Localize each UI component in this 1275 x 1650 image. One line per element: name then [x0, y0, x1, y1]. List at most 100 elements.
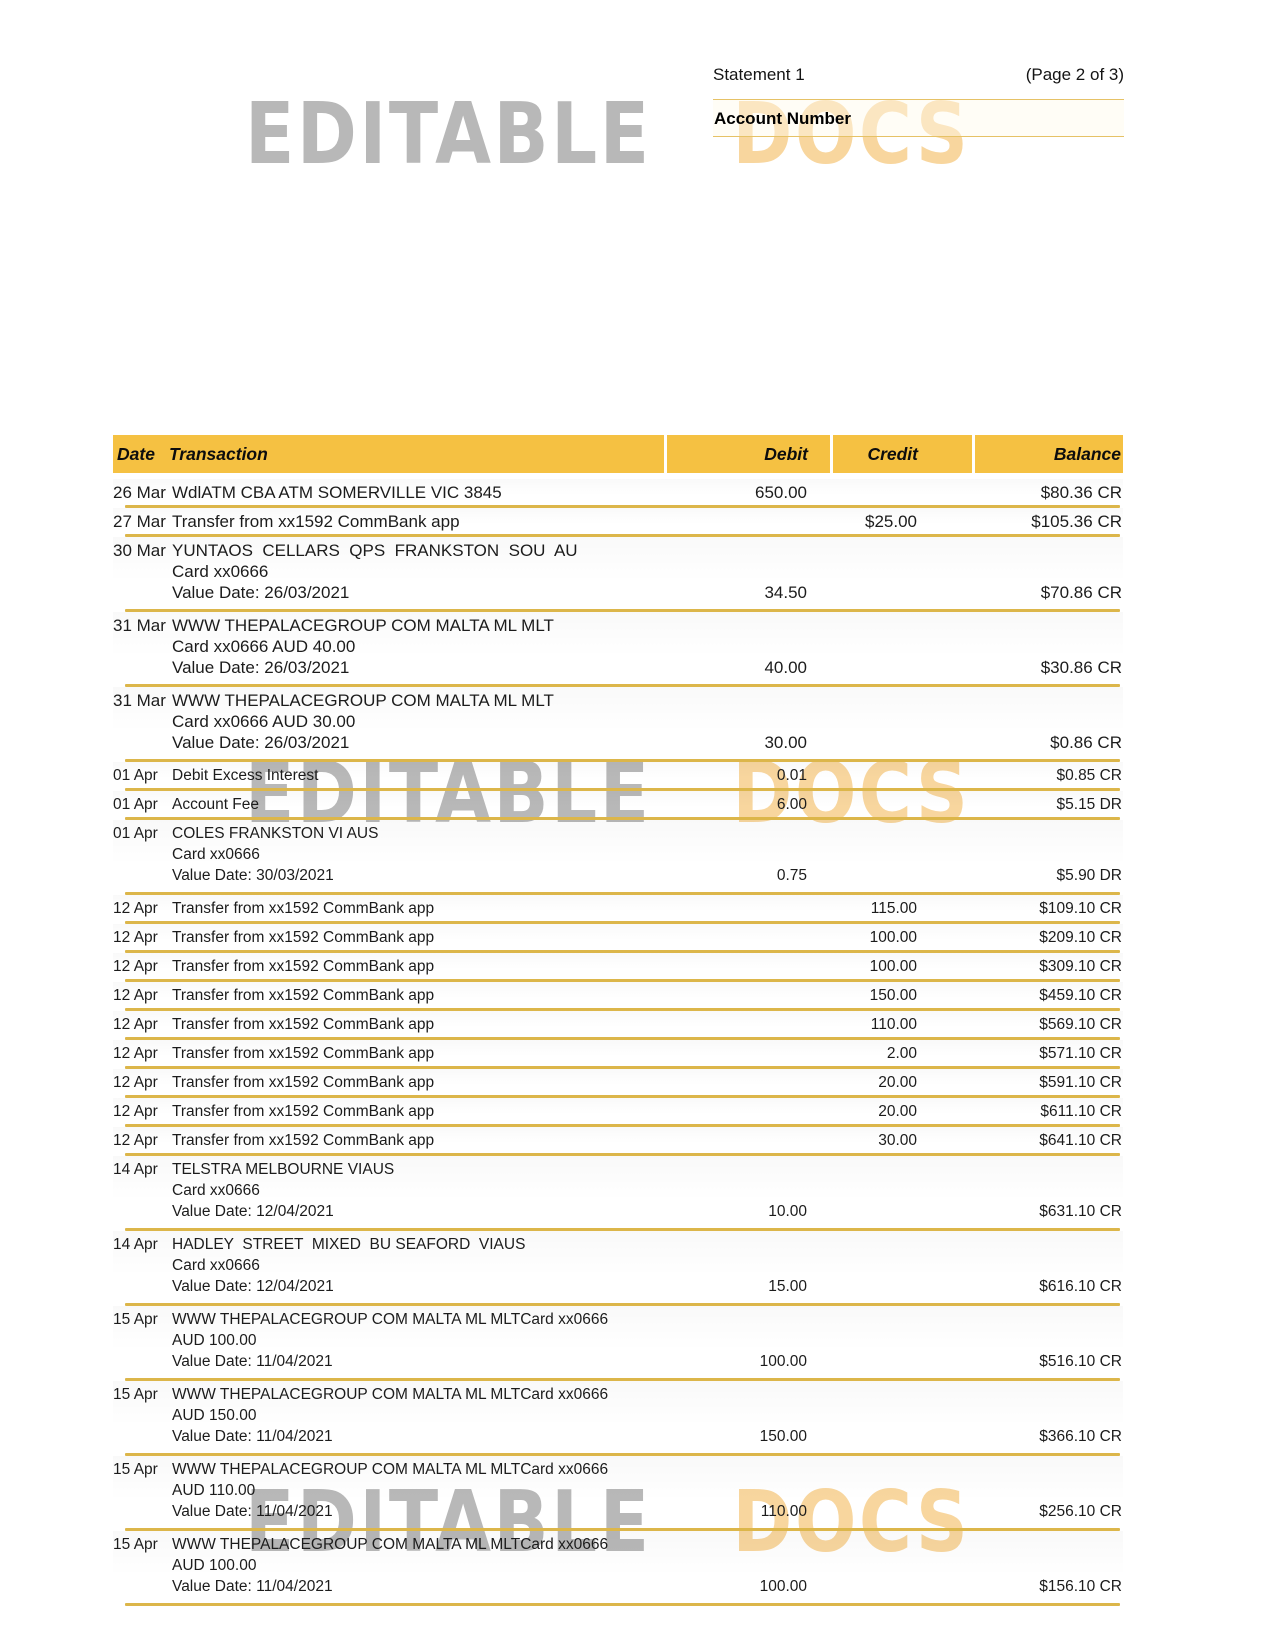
cell-balance: $209.10 CR: [1039, 929, 1122, 946]
row-separator: [125, 788, 1120, 791]
cell-date: 12 Apr: [113, 1074, 158, 1091]
row-separator: [125, 759, 1120, 762]
cell-date: 12 Apr: [113, 929, 158, 946]
cell-credit: 20.00: [878, 1103, 917, 1120]
cell-debit: 100.00: [759, 1578, 807, 1595]
transaction-description: Transfer from xx1592 CommBank app: [172, 1103, 435, 1120]
cell-balance: $80.36 CR: [1040, 483, 1122, 502]
cell-credit: 100.00: [869, 929, 917, 946]
column-header-balance: Balance: [1053, 443, 1121, 464]
cell-balance: $459.10 CR: [1039, 987, 1122, 1004]
cell-credit: 30.00: [878, 1132, 917, 1149]
cell-debit: 0.75: [776, 867, 807, 884]
cell-transaction: Transfer from xx1592 CommBank app: [172, 985, 640, 1006]
cell-balance: $571.10 CR: [1039, 1045, 1122, 1062]
row-separator: [125, 1008, 1120, 1011]
cell-transaction: HADLEY STREET MIXED BU SEAFORD VIAUS Card…: [172, 1234, 640, 1297]
transaction-description: WdlATM CBA ATM SOMERVILLE VIC 3845: [172, 483, 502, 502]
cell-transaction: Transfer from xx1592 CommBank app: [172, 511, 640, 532]
cell-transaction: WWW THEPALACEGROUP COM MALTA ML MLTCard …: [172, 1309, 640, 1372]
cell-debit: 0.01: [776, 767, 807, 784]
table-row: 31 Mar WWW THEPALACEGROUP COM MALTA ML ML…: [113, 612, 1123, 684]
cell-debit: 15.00: [768, 1278, 807, 1295]
cell-date: 15 Apr: [113, 1311, 158, 1328]
transaction-description: Transfer from xx1592 CommBank app: [172, 1132, 435, 1149]
cell-balance: $5.90 DR: [1056, 867, 1122, 884]
cell-credit: 20.00: [878, 1074, 917, 1091]
transactions-table: Date Transaction Debit Credit Balance 26…: [113, 435, 1123, 1606]
cell-date: 01 Apr: [113, 767, 158, 784]
row-separator: [125, 684, 1120, 687]
cell-date: 12 Apr: [113, 958, 158, 975]
cell-transaction: WWW THEPALACEGROUP COM MALTA ML MLT Card …: [172, 690, 640, 753]
cell-debit: 650.00: [755, 483, 807, 502]
transaction-description: WWW THEPALACEGROUP COM MALTA ML MLTCard …: [172, 1536, 609, 1553]
row-separator: [125, 534, 1120, 537]
table-row: 30 Mar YUNTAOS CELLARS QPS FRANKSTON SOU …: [113, 537, 1123, 609]
table-row: 26 Mar WdlATM CBA ATM SOMERVILLE VIC 3845…: [113, 479, 1123, 505]
transaction-description: TELSTRA MELBOURNE VIAUS: [172, 1161, 395, 1178]
cell-date: 15 Apr: [113, 1536, 158, 1553]
cell-date: 27 Mar: [113, 512, 166, 531]
column-header-debit: Debit: [764, 443, 808, 464]
table-row: 14 Apr HADLEY STREET MIXED BU SEAFORD VIA…: [113, 1231, 1123, 1303]
transaction-description: WWW THEPALACEGROUP COM MALTA ML MLTCard …: [172, 1461, 609, 1478]
table-row: 27 Mar Transfer from xx1592 CommBank app $…: [113, 508, 1123, 534]
watermark-word-docs: DOCS: [732, 1473, 970, 1572]
table-row: 01 Apr Debit Excess Interest 0.01 $0.85 CR: [113, 762, 1123, 788]
row-separator: [125, 1303, 1120, 1306]
cell-debit: 30.00: [764, 733, 807, 752]
transaction-detail: Card xx0666 AUD 30.00: [172, 712, 356, 731]
cell-credit: 115.00: [870, 900, 917, 917]
transaction-detail: Value Date: 11/04/2021: [172, 1428, 333, 1445]
watermark-word-docs: DOCS: [732, 85, 971, 184]
watermark-word-editable: EDITABLE: [245, 1473, 652, 1572]
statement-page-line: Statement 1 (Page 2 of 3): [713, 64, 1124, 85]
cell-date: 01 Apr: [113, 796, 158, 813]
cell-transaction: Transfer from xx1592 CommBank app: [172, 956, 640, 977]
row-separator: [125, 1453, 1120, 1456]
cell-date: 31 Mar: [113, 616, 166, 635]
cell-transaction: Transfer from xx1592 CommBank app: [172, 1014, 640, 1035]
page-indicator: (Page 2 of 3): [1025, 65, 1124, 84]
cell-date: 12 Apr: [113, 1016, 158, 1033]
cell-balance: $309.10 CR: [1039, 958, 1122, 975]
transaction-description: HADLEY STREET MIXED BU SEAFORD VIAUS: [172, 1236, 526, 1253]
cell-date: 15 Apr: [113, 1386, 158, 1403]
cell-balance: $641.10 CR: [1039, 1132, 1122, 1149]
table-row: 12 Apr Transfer from xx1592 CommBank app 1…: [113, 1011, 1123, 1037]
header-segment-debit: Debit: [667, 435, 830, 473]
transaction-detail: Card xx0666: [172, 562, 269, 581]
header-segment-balance: Balance: [975, 435, 1123, 473]
cell-transaction: WWW THEPALACEGROUP COM MALTA ML MLTCard …: [172, 1534, 640, 1597]
cell-date: 30 Mar: [113, 541, 166, 560]
cell-transaction: Transfer from xx1592 CommBank app: [172, 1101, 640, 1122]
transaction-description: WWW THEPALACEGROUP COM MALTA ML MLT: [172, 691, 554, 710]
table-row: 12 Apr Transfer from xx1592 CommBank app 2…: [113, 1040, 1123, 1066]
cell-balance: $0.86 CR: [1050, 733, 1122, 752]
row-separator: [125, 1037, 1120, 1040]
row-separator: [125, 1153, 1120, 1156]
cell-debit: 10.00: [768, 1203, 807, 1220]
transaction-detail: Value Date: 11/04/2021: [172, 1578, 333, 1595]
cell-debit: 6.00: [776, 796, 807, 813]
cell-debit: 150.00: [759, 1428, 807, 1445]
table-row: 12 Apr Transfer from xx1592 CommBank app 1…: [113, 924, 1123, 950]
transaction-detail: AUD 150.00: [172, 1407, 257, 1424]
header-gap: [664, 435, 667, 473]
table-row: 15 Apr WWW THEPALACEGROUP COM MALTA ML ML…: [113, 1531, 1123, 1603]
row-separator: [125, 1124, 1120, 1127]
cell-balance: $109.10 CR: [1039, 900, 1122, 917]
header-segment-date-transaction: Date Transaction: [113, 435, 664, 473]
cell-transaction: Debit Excess Interest: [172, 765, 640, 786]
transaction-detail: Value Date: 12/04/2021: [172, 1278, 334, 1295]
transaction-detail: Card xx0666 AUD 40.00: [172, 637, 356, 656]
row-separator: [125, 817, 1120, 820]
cell-credit: 100.00: [869, 958, 917, 975]
cell-date: 26 Mar: [113, 483, 166, 502]
table-row: 15 Apr WWW THEPALACEGROUP COM MALTA ML ML…: [113, 1381, 1123, 1453]
